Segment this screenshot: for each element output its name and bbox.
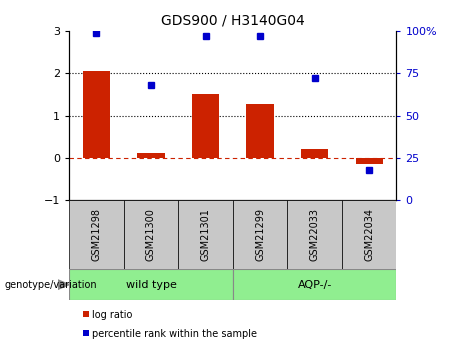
- Bar: [124, 200, 178, 269]
- Title: GDS900 / H3140G04: GDS900 / H3140G04: [161, 13, 305, 27]
- Bar: [233, 200, 287, 269]
- Text: GSM21298: GSM21298: [91, 208, 101, 261]
- Text: AQP-/-: AQP-/-: [297, 280, 332, 289]
- Text: wild type: wild type: [125, 280, 177, 289]
- Bar: [192, 95, 219, 158]
- Polygon shape: [58, 280, 69, 289]
- Bar: [69, 200, 124, 269]
- Bar: [69, 269, 233, 300]
- Text: GSM22033: GSM22033: [310, 208, 319, 261]
- Bar: [247, 104, 274, 158]
- Bar: [287, 200, 342, 269]
- Text: GSM21300: GSM21300: [146, 208, 156, 261]
- Bar: [137, 153, 165, 158]
- Bar: [342, 200, 396, 269]
- Text: GSM22034: GSM22034: [364, 208, 374, 261]
- Text: GSM21299: GSM21299: [255, 208, 265, 261]
- Bar: [233, 269, 396, 300]
- Text: log ratio: log ratio: [92, 310, 133, 320]
- Text: genotype/variation: genotype/variation: [5, 280, 97, 289]
- Bar: [178, 200, 233, 269]
- Text: percentile rank within the sample: percentile rank within the sample: [92, 329, 257, 339]
- Bar: [301, 149, 328, 158]
- Bar: [83, 71, 110, 158]
- Bar: [355, 158, 383, 164]
- Text: GSM21301: GSM21301: [201, 208, 211, 261]
